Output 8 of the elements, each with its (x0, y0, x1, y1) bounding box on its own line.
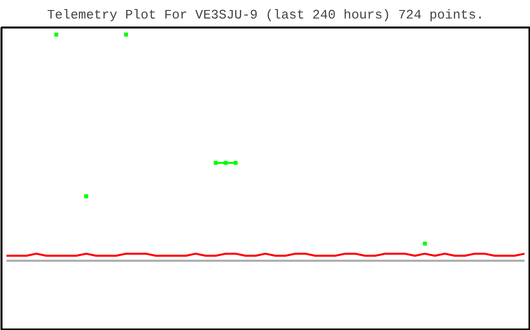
point (224, 160, 228, 165)
point (54, 32, 58, 37)
point (422, 242, 427, 246)
point (124, 32, 128, 37)
point (84, 194, 88, 198)
chart-title: Telemetry Plot For VE3SJU-9 (last 240 hours) 724 points. (47, 8, 484, 22)
point (234, 160, 238, 165)
point (214, 160, 218, 165)
